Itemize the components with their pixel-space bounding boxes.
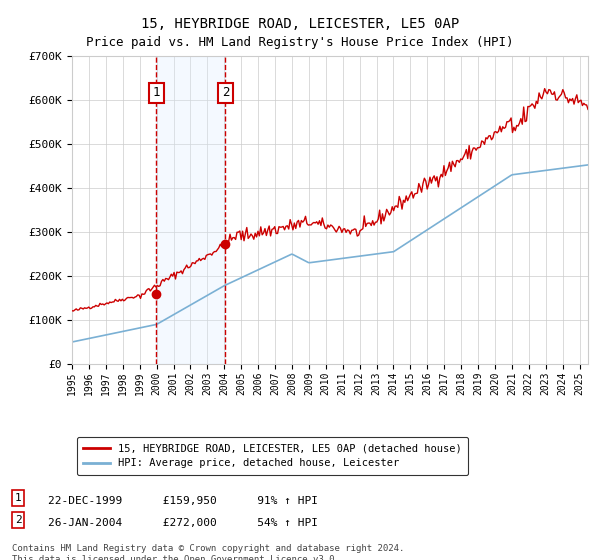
- Text: 22-DEC-1999      £159,950      91% ↑ HPI: 22-DEC-1999 £159,950 91% ↑ HPI: [48, 496, 318, 506]
- Text: 15, HEYBRIDGE ROAD, LEICESTER, LE5 0AP: 15, HEYBRIDGE ROAD, LEICESTER, LE5 0AP: [141, 17, 459, 31]
- Text: 1: 1: [14, 493, 22, 503]
- Text: 2: 2: [14, 515, 22, 525]
- Bar: [156, 56, 226, 364]
- Text: 2: 2: [221, 86, 229, 100]
- Text: 1: 1: [152, 86, 160, 100]
- Text: Contains HM Land Registry data © Crown copyright and database right 2024.
This d: Contains HM Land Registry data © Crown c…: [12, 544, 404, 560]
- Text: Price paid vs. HM Land Registry's House Price Index (HPI): Price paid vs. HM Land Registry's House …: [86, 36, 514, 49]
- Text: 26-JAN-2004      £272,000      54% ↑ HPI: 26-JAN-2004 £272,000 54% ↑ HPI: [48, 518, 318, 528]
- Legend: 15, HEYBRIDGE ROAD, LEICESTER, LE5 0AP (detached house), HPI: Average price, det: 15, HEYBRIDGE ROAD, LEICESTER, LE5 0AP (…: [77, 437, 468, 475]
